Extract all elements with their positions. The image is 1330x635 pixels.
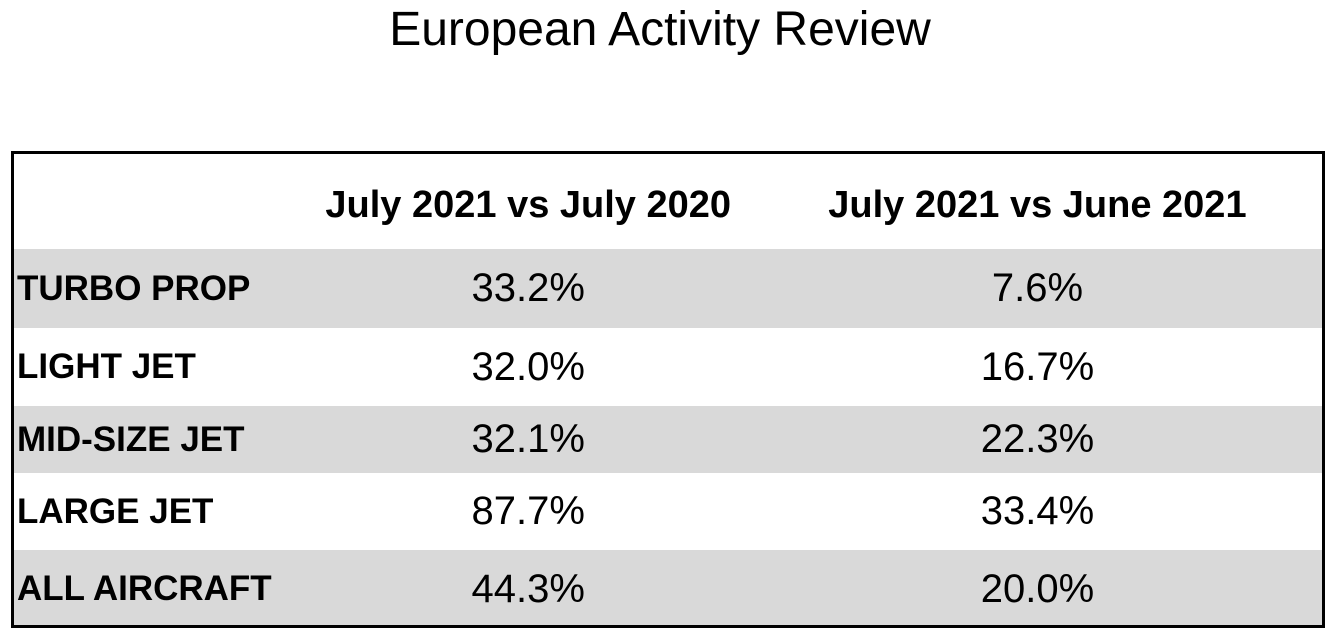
row-label: ALL AIRCRAFT [17, 569, 272, 608]
table-row: LARGE JET 87.7% 33.4% [14, 473, 1322, 550]
value-cell-yoy: 44.3% [471, 566, 585, 611]
value-cell-mom: 20.0% [980, 566, 1095, 611]
value-cell-yoy: 33.2% [471, 266, 585, 310]
value-cell-yoy: 87.7% [471, 489, 585, 533]
column-header-yoy: July 2021 vs July 2020 [325, 184, 732, 226]
row-label: LARGE JET [17, 491, 214, 531]
row-label: TURBO PROP [17, 268, 251, 308]
table-header-row: July 2021 vs July 2020 July 2021 vs June… [14, 154, 1322, 249]
value-cell-yoy: 32.0% [471, 344, 585, 389]
value-cell-mom: 33.4% [980, 489, 1095, 533]
activity-table: July 2021 vs July 2020 July 2021 vs June… [11, 151, 1325, 628]
value-cell-mom: 16.7% [980, 344, 1095, 389]
row-label: MID-SIZE JET [17, 419, 245, 459]
chart-title: European Activity Review [389, 3, 931, 56]
value-cell-mom: 22.3% [980, 417, 1095, 461]
value-cell-mom: 7.6% [991, 266, 1084, 310]
table-row: LIGHT JET 32.0% 16.7% [14, 328, 1322, 406]
table-row: ALL AIRCRAFT 44.3% 20.0% [14, 550, 1322, 625]
column-header-mom: July 2021 vs June 2021 [828, 184, 1247, 226]
row-label: LIGHT JET [17, 347, 196, 386]
value-cell-yoy: 32.1% [471, 417, 585, 461]
table-row: MID-SIZE JET 32.1% 22.3% [14, 406, 1322, 473]
table-row: TURBO PROP 33.2% 7.6% [14, 249, 1322, 328]
